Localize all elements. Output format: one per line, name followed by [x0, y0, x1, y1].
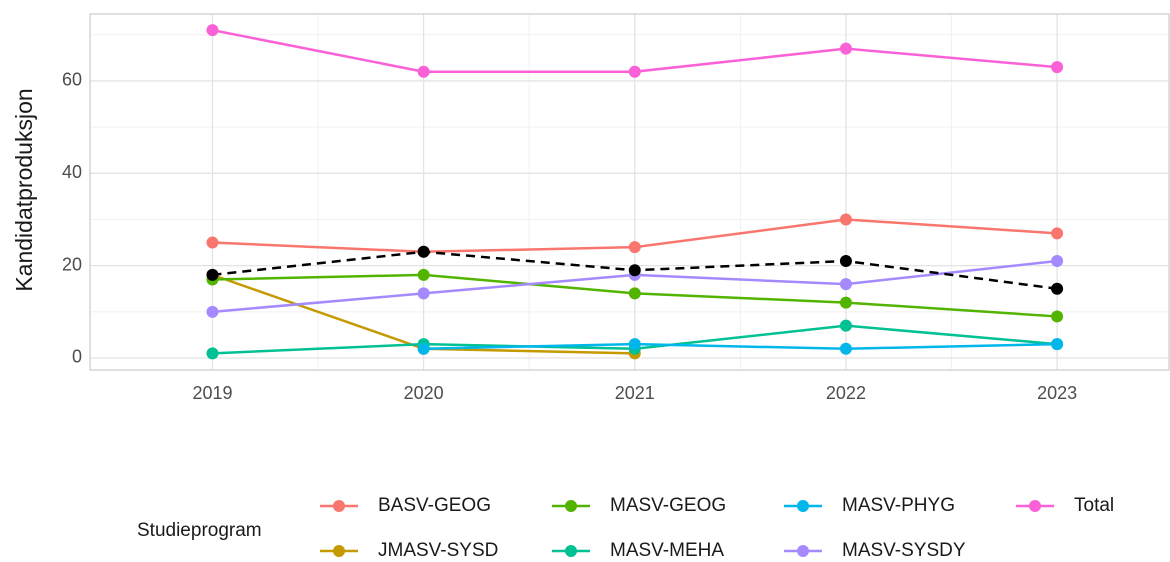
y-tick-label: 60: [62, 70, 82, 90]
data-point: [839, 319, 852, 332]
data-point: [1051, 227, 1064, 240]
x-tick-label: 2022: [826, 383, 866, 403]
data-point: [1051, 255, 1064, 268]
legend-label: JMASV-SYSD: [378, 540, 498, 561]
legend-key-point: [565, 545, 577, 557]
legend-title: Studieprogram: [137, 520, 262, 541]
legend-key-point: [797, 500, 809, 512]
legend-label: MASV-MEHA: [610, 540, 724, 561]
data-point: [1051, 282, 1064, 295]
data-point: [839, 342, 852, 355]
data-point: [628, 287, 641, 300]
data-point: [1051, 338, 1064, 351]
data-point: [417, 287, 430, 300]
data-point: [839, 278, 852, 291]
data-point: [417, 268, 430, 281]
x-tick-label: 2019: [192, 383, 232, 403]
data-point: [417, 245, 430, 258]
data-point: [206, 347, 219, 360]
legend-key-point: [333, 500, 345, 512]
legend-label: MASV-PHYG: [842, 495, 955, 516]
data-point: [628, 338, 641, 351]
series-line: [423, 342, 1058, 351]
y-tick-label: 0: [72, 347, 82, 367]
legend-key-point: [333, 545, 345, 557]
data-point: [839, 255, 852, 268]
data-point: [417, 65, 430, 78]
x-tick-label: 2021: [615, 383, 655, 403]
legend-label: MASV-GEOG: [610, 495, 726, 516]
y-tick-label: 40: [62, 162, 82, 182]
data-point: [839, 296, 852, 309]
data-point: [628, 241, 641, 254]
data-point: [1051, 61, 1064, 74]
data-point: [628, 65, 641, 78]
data-point: [839, 213, 852, 226]
data-point: [206, 305, 219, 318]
legend-key-point: [1029, 500, 1041, 512]
plot-border: [89, 13, 1170, 371]
data-point: [206, 24, 219, 37]
data-point: [1051, 310, 1064, 323]
x-tick-label: 2023: [1037, 383, 1077, 403]
data-point: [839, 42, 852, 55]
x-tick-label: 2020: [404, 383, 444, 403]
data-point: [206, 236, 219, 249]
legend-key-point: [797, 545, 809, 557]
y-tick-label: 20: [62, 254, 82, 274]
data-point: [628, 264, 641, 277]
legend-key-point: [565, 500, 577, 512]
legend-label: Total: [1074, 495, 1114, 516]
data-point: [206, 268, 219, 281]
y-axis-label: Kandidatproduksjon: [11, 88, 37, 291]
data-point: [417, 342, 430, 355]
legend-label: BASV-GEOG: [378, 495, 491, 516]
legend-label: MASV-SYSDY: [842, 540, 966, 561]
